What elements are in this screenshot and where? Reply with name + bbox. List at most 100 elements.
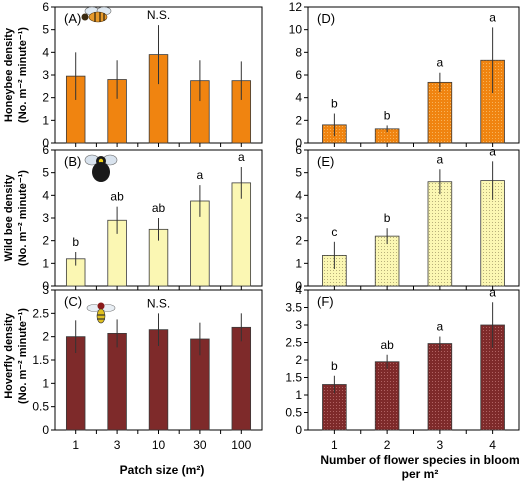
y-tick-label: 4 (42, 188, 49, 202)
y-tick-label: 2.5 (32, 306, 49, 320)
x-tick-label: 3 (114, 438, 121, 452)
panel-f: 0 0.5 1 1.5 2 2.5 3 3.5 4 (F) b 1 ab 2 a 3 a 4 (285, 283, 520, 452)
panel-label: (A) (64, 11, 81, 26)
y-tick-label: 0.5 (32, 400, 49, 414)
significance-label: a (489, 10, 496, 24)
y-tick-label: 8 (295, 45, 302, 59)
significance-label: a (489, 144, 496, 158)
left-x-axis-title: Patch size (m²) (120, 463, 205, 477)
significance-label: c (331, 225, 337, 239)
ylabel-hoverfly-line2: (No. m⁻² minute⁻¹) (17, 308, 29, 404)
panel-d: 0 2 4 6 8 10 12 (D) b b a a (289, 0, 520, 150)
panel-label: (C) (64, 294, 82, 309)
y-tick-label: 0 (295, 423, 302, 437)
y-tick-label: 3.5 (285, 301, 302, 315)
panel-label: (D) (317, 11, 335, 26)
ylabel-honeybee-line1: Honeybee density (3, 27, 15, 122)
y-tick-label: 6 (295, 143, 302, 157)
y-tick-label: 2 (42, 234, 49, 248)
x-tick-label: 2 (384, 438, 391, 452)
y-tick-label: 0.5 (285, 406, 302, 420)
significance-label: b (331, 359, 338, 373)
significance-label: N.S. (147, 8, 170, 22)
y-tick-label: 1.5 (32, 353, 49, 367)
y-tick-label: 0 (42, 423, 49, 437)
y-tick-label: 2 (295, 353, 302, 367)
x-tick-label: 100 (231, 438, 251, 452)
y-tick-label: 3 (42, 283, 49, 297)
ylabel-wildbee: Wild bee density (No. m⁻² minute⁻¹) (3, 170, 29, 266)
significance-label: b (384, 211, 391, 225)
y-tick-label: 6 (42, 143, 49, 157)
significance-label: ab (380, 338, 394, 352)
y-tick-label: 2 (42, 91, 49, 105)
right-x-axis-title-line2: per m² (402, 467, 439, 481)
y-tick-label: 6 (42, 0, 49, 14)
y-tick-label: 3 (42, 68, 49, 82)
ylabel-wildbee-line2: (No. m⁻² minute⁻¹) (17, 170, 29, 266)
significance-label: ab (152, 201, 166, 215)
ylabel-honeybee-line2: (No. m⁻² minute⁻¹) (17, 27, 29, 123)
panel-label: (F) (317, 294, 334, 309)
x-tick-label: 1 (331, 438, 338, 452)
significance-label: a (437, 152, 444, 166)
significance-label: a (437, 320, 444, 334)
significance-label: a (489, 285, 496, 299)
y-tick-label: 12 (289, 0, 303, 14)
significance-label: a (238, 150, 245, 164)
significance-label: ab (110, 190, 124, 204)
y-tick-label: 4 (42, 45, 49, 59)
panel-label: (B) (64, 154, 81, 169)
y-tick-label: 1 (295, 388, 302, 402)
panel-c: 0 0.5 1 1.5 2 2.5 3 (C) 1 3 N.S. 10 30 100 (32, 283, 263, 452)
x-tick-label: 4 (489, 438, 496, 452)
y-tick-label: 4 (295, 188, 302, 202)
y-tick-label: 1 (42, 376, 49, 390)
y-tick-label: 5 (42, 23, 49, 37)
y-tick-label: 5 (42, 166, 49, 180)
ylabel-honeybee: Honeybee density (No. m⁻² minute⁻¹) (3, 27, 29, 123)
bar (231, 326, 252, 431)
ylabel-hoverfly: Hoverfly density (No. m⁻² minute⁻¹) (3, 308, 29, 404)
bar (107, 332, 127, 431)
y-tick-label: 0 (42, 279, 49, 293)
y-tick-label: 1 (42, 256, 49, 270)
y-tick-label: 3 (42, 211, 49, 225)
significance-label: b (384, 108, 391, 122)
ylabel-wildbee-line1: Wild bee density (3, 174, 15, 262)
y-tick-label: 1.5 (285, 371, 302, 385)
x-tick-label: 10 (152, 438, 166, 452)
y-tick-label: 2 (42, 330, 49, 344)
honeybee-icon (81, 6, 112, 23)
y-tick-label: 4 (295, 283, 302, 297)
y-tick-label: 2 (295, 234, 302, 248)
y-tick-label: 0 (295, 136, 302, 150)
bar (427, 343, 453, 431)
y-tick-label: 1 (295, 256, 302, 270)
panel-b: 0 1 2 3 4 5 6 (B) b ab ab a a (42, 143, 263, 293)
y-tick-label: 6 (295, 68, 302, 82)
right-x-axis-title-line1: Number of flower species in bloom (320, 453, 519, 467)
y-tick-label: 2.5 (285, 336, 302, 350)
y-tick-label: 2 (295, 113, 302, 127)
hoverfly-icon (86, 302, 116, 324)
y-tick-label: 3 (295, 211, 302, 225)
x-tick-label: 3 (437, 438, 444, 452)
y-tick-label: 0 (295, 279, 302, 293)
ylabel-hoverfly-line1: Hoverfly density (3, 312, 15, 398)
y-tick-label: 3 (295, 318, 302, 332)
panel-e: 0 1 2 3 4 5 6 (E) c b a a (295, 143, 520, 293)
significance-label: b (72, 235, 79, 249)
x-tick-label: 30 (193, 438, 207, 452)
significance-label: a (437, 56, 444, 70)
y-tick-label: 4 (295, 91, 302, 105)
bumblebee-icon (84, 154, 118, 182)
bar (374, 361, 400, 431)
y-tick-label: 1 (42, 113, 49, 127)
significance-label: b (331, 97, 338, 111)
panel-label: (E) (317, 154, 334, 169)
x-tick-label: 1 (72, 438, 79, 452)
bar (427, 181, 453, 287)
y-tick-label: 10 (289, 23, 303, 37)
